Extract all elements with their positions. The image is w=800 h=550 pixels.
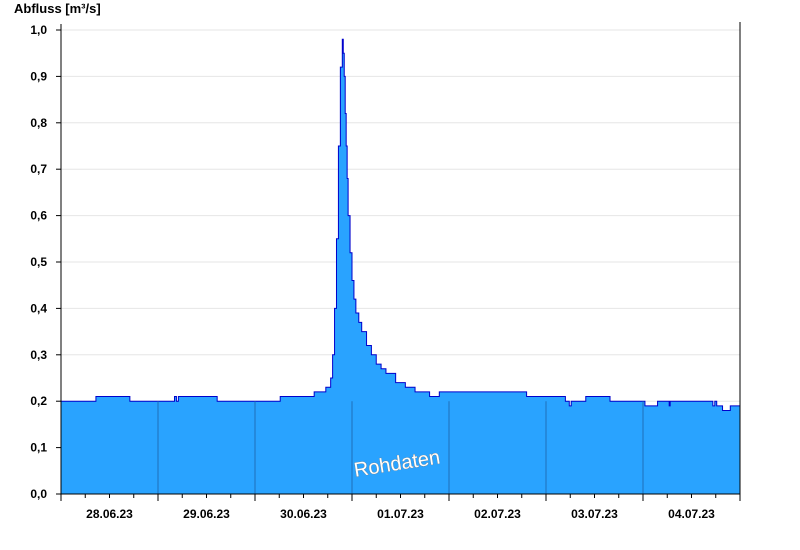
- y-tick-label: 0,0: [30, 487, 47, 501]
- discharge-line: [61, 38, 740, 411]
- y-tick-label: 0,4: [30, 301, 47, 315]
- plot-area: [61, 38, 740, 494]
- x-tick-label: 01.07.23: [377, 507, 424, 521]
- y-tick-label: 0,9: [30, 69, 47, 83]
- day-separators: [157, 401, 644, 494]
- y-tick-label: 0,6: [30, 209, 47, 223]
- y-tick-label: 0,3: [30, 348, 47, 362]
- y-tick-labels: 0,0 0,1 0,2 0,3 0,4 0,5 0,6 0,7 0,8 0,9 1,0: [30, 23, 61, 501]
- y-tick-label: 0,5: [30, 255, 47, 269]
- y-axis-title: Abfluss [m³/s]: [14, 1, 101, 16]
- x-tick-label: 02.07.23: [474, 507, 521, 521]
- y-tick-label: 0,1: [30, 441, 47, 455]
- x-tick-label: 03.07.23: [571, 507, 618, 521]
- y-tick-label: 0,7: [30, 162, 47, 176]
- x-tick-label: 30.06.23: [280, 507, 327, 521]
- y-tick-label: 0,8: [30, 116, 47, 130]
- x-tick-label: 28.06.23: [86, 507, 133, 521]
- discharge-area: [61, 39, 740, 494]
- y-tick-label: 1,0: [30, 23, 47, 37]
- x-tick-labels: 28.06.23 29.06.23 30.06.23 01.07.23 02.07.23…: [60, 494, 741, 521]
- y-tick-label: 0,2: [30, 394, 47, 408]
- x-tick-label: 04.07.23: [668, 507, 715, 521]
- x-tick-label: 29.06.23: [183, 507, 230, 521]
